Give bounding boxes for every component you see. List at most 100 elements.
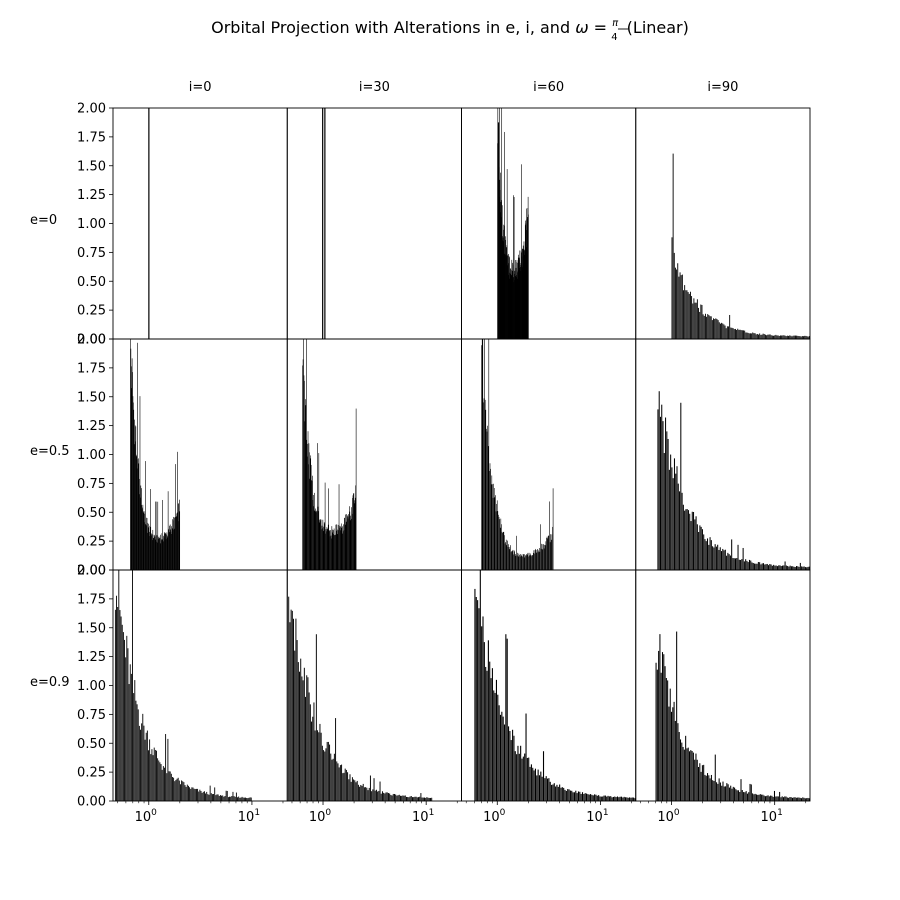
histogram-bar <box>764 564 766 570</box>
histogram-bar <box>343 524 344 570</box>
histogram-bar <box>754 793 756 801</box>
histogram-bar <box>347 515 348 570</box>
histogram-bar <box>743 330 744 339</box>
histogram-bar <box>534 550 536 570</box>
histogram-bar <box>315 508 316 570</box>
histogram-bar <box>302 680 304 801</box>
histogram-bar <box>757 794 759 801</box>
histogram-bar <box>679 272 681 339</box>
histogram-bar <box>475 597 477 801</box>
histogram-bar <box>524 753 526 801</box>
histogram-bar <box>403 795 405 801</box>
histogram-bar <box>227 797 229 801</box>
histogram-bar <box>510 545 511 570</box>
histogram-bar <box>425 797 427 801</box>
histogram-bar <box>631 797 633 801</box>
histogram-bar <box>778 565 780 570</box>
histogram-bar <box>326 527 328 570</box>
y-tick-label: 1.50 <box>77 390 106 405</box>
y-tick-label: 1.25 <box>77 650 106 665</box>
histogram-bar <box>239 797 241 801</box>
histogram-bar <box>409 796 411 801</box>
histogram-bar <box>693 511 695 570</box>
x-tick-exponent: 1 <box>429 808 435 818</box>
histogram-bar <box>523 554 525 570</box>
panel-frame <box>635 569 811 802</box>
histogram-bar <box>119 610 121 801</box>
histogram-bar <box>492 497 494 570</box>
histogram-bar <box>740 330 742 339</box>
histogram-bar <box>152 529 154 570</box>
histogram-bar <box>118 570 120 801</box>
histogram-bar <box>763 334 765 339</box>
histogram-bar <box>312 500 314 570</box>
histogram-bar <box>341 533 343 570</box>
histogram-bar <box>665 677 667 801</box>
histogram-bar <box>713 318 714 339</box>
histogram-bar <box>355 485 356 570</box>
x-tick-base: 10 <box>309 810 326 825</box>
histogram-bar <box>135 441 136 570</box>
histogram-bar <box>154 536 156 570</box>
histogram-bar <box>806 567 808 570</box>
histogram-bar <box>671 467 673 570</box>
histogram-bar <box>493 690 495 801</box>
histogram-bar <box>717 320 719 339</box>
histogram-bar <box>391 795 393 801</box>
histogram-bar <box>474 588 476 801</box>
x-tick-label: 101 <box>761 808 783 825</box>
histogram-bar <box>136 704 138 801</box>
histogram-bar <box>704 774 706 801</box>
histogram-bar <box>796 566 798 570</box>
histogram-bar <box>336 524 338 570</box>
histogram-bar <box>682 504 684 570</box>
histogram-bar <box>714 544 716 570</box>
histogram-bar <box>151 534 153 570</box>
histogram-bar <box>579 791 581 801</box>
histogram-bar <box>565 790 567 801</box>
title-prefix: Orbital Projection with Alterations in e… <box>211 18 575 37</box>
histogram-bar <box>662 421 664 570</box>
histogram-bar <box>529 555 530 570</box>
histogram-bar <box>151 535 152 570</box>
histogram-bar <box>319 520 321 570</box>
histogram-bar <box>728 326 729 339</box>
histogram-bar <box>177 777 179 801</box>
histogram-bar <box>678 732 680 801</box>
histogram-bar <box>764 796 766 801</box>
histogram-bar <box>490 678 492 801</box>
histogram-bar <box>790 797 792 801</box>
histogram-bar <box>195 788 197 801</box>
histogram-bar <box>368 787 370 801</box>
histogram-bar <box>780 797 782 801</box>
histogram-bar <box>723 550 725 570</box>
histogram-bar <box>314 730 316 801</box>
panel-frame <box>461 107 637 340</box>
histogram-bar <box>181 780 183 801</box>
chart-title: Orbital Projection with Alterations in e… <box>211 18 689 43</box>
histogram-bar <box>488 339 490 570</box>
histogram-bar <box>719 782 721 801</box>
histogram-bar <box>808 336 810 339</box>
histogram-bar <box>130 348 132 570</box>
histogram-bar <box>685 509 687 570</box>
histogram-bar <box>305 696 307 801</box>
histogram-bar <box>347 518 349 570</box>
histogram-bar <box>759 562 761 570</box>
histogram-bar <box>328 531 330 570</box>
histogram-bar <box>173 777 175 801</box>
histogram-bar <box>545 541 547 570</box>
histogram-bar <box>660 672 662 801</box>
histogram-bar <box>354 500 356 570</box>
histogram-bar <box>148 525 150 570</box>
histogram-bar <box>751 333 753 339</box>
histogram-bar <box>174 517 176 570</box>
panel-r0-c0: 0.00 0.25 0.50 0.75 1.00 1.25 1.50 1.75 2.00 <box>77 102 288 348</box>
histogram-bar <box>141 509 143 570</box>
histogram-bar <box>513 197 515 339</box>
histogram-bar <box>506 638 508 801</box>
histogram-bar <box>624 797 627 801</box>
panel-frame <box>286 569 462 802</box>
histogram-bar <box>727 552 729 570</box>
